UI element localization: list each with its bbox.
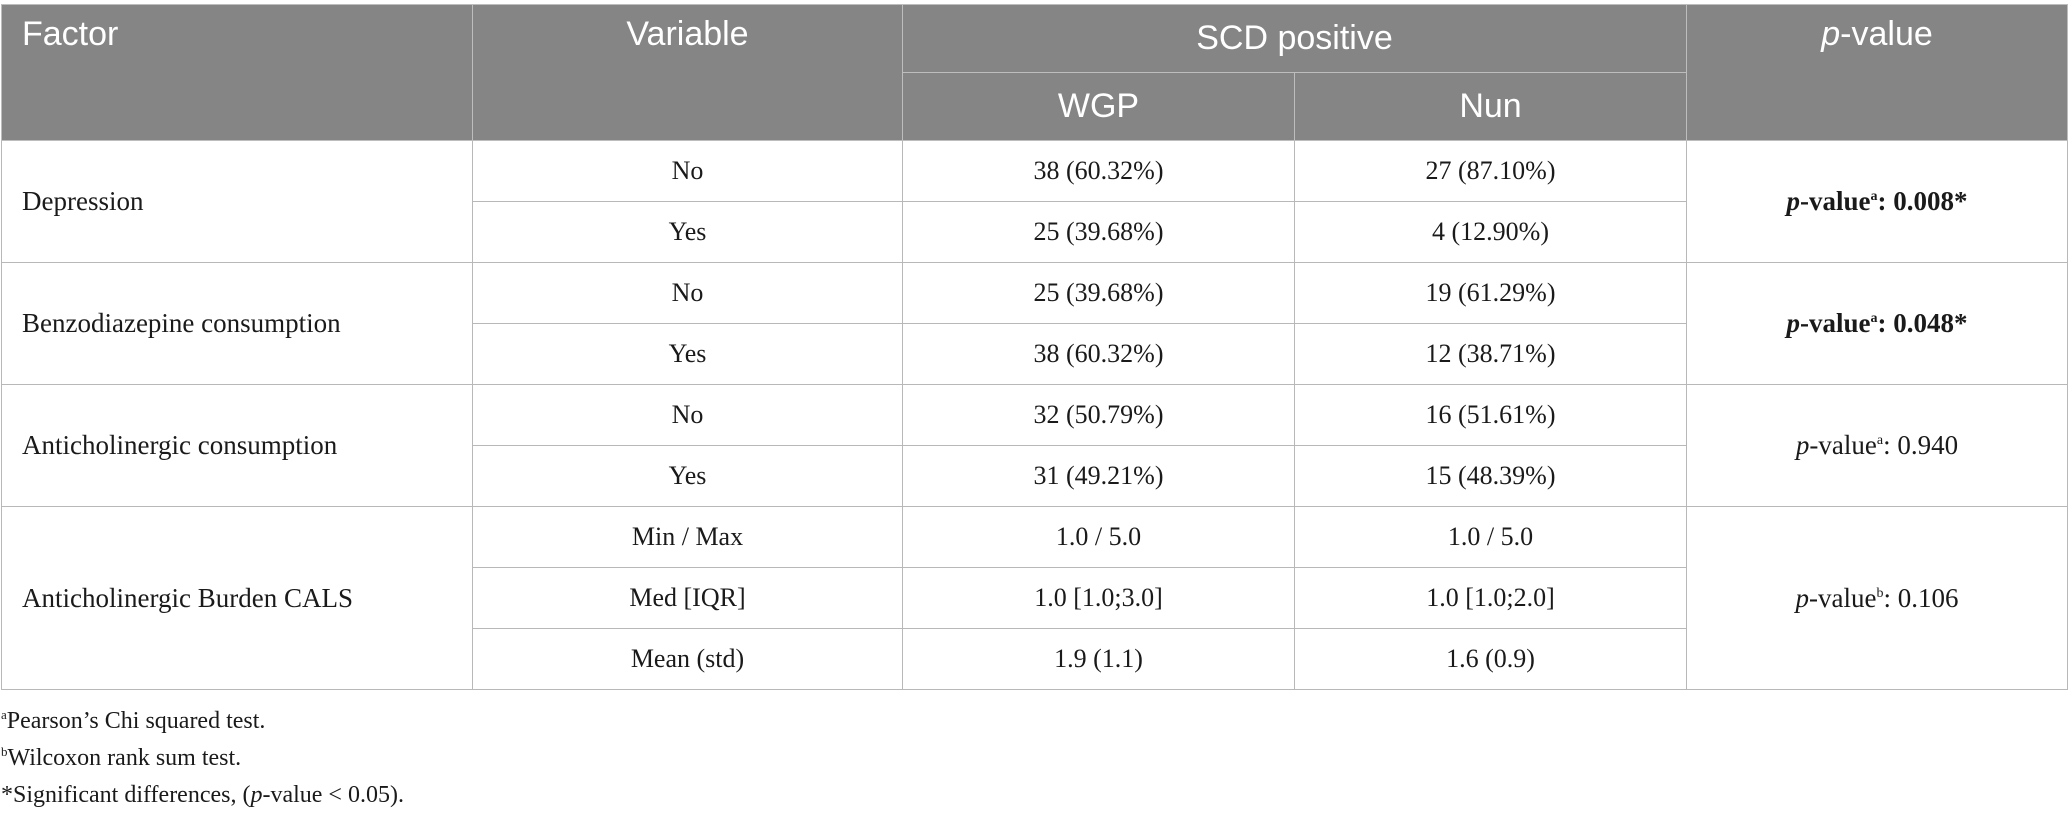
header-nun: Nun — [1293, 72, 1688, 141]
nun-cell: 12 (38.71%) — [1293, 323, 1688, 385]
variable-cell: Yes — [472, 201, 903, 263]
table-row: Anticholinergic Burden CALS Min / Max 1.… — [1, 506, 2068, 690]
wgp-cell: 31 (49.21%) — [902, 445, 1295, 507]
variable-cell: Yes — [472, 445, 903, 507]
table-row: Depression No 38 (60.32%) 27 (87.10%) p-… — [1, 140, 2068, 263]
p-value-cell: p-valuea: 0.008* — [1686, 140, 2068, 263]
nun-cell: 1.0 / 5.0 — [1293, 506, 1688, 568]
table-row: Benzodiazepine consumption No 25 (39.68%… — [1, 262, 2068, 385]
nun-cell: 15 (48.39%) — [1293, 445, 1688, 507]
table-row: Med [IQR] 1.0 [1.0;3.0] 1.0 [1.0;2.0] — [2, 567, 2068, 629]
factor-cell: Benzodiazepine consumption — [1, 262, 473, 385]
table-row: Mean (std) 1.9 (1.1) 1.6 (0.9) — [2, 628, 2068, 690]
variable-cell: Med [IQR] — [472, 567, 903, 629]
header-variable: Variable — [472, 4, 903, 141]
nun-cell: 1.6 (0.9) — [1293, 628, 1688, 690]
wgp-cell: 32 (50.79%) — [902, 384, 1295, 446]
p-value-cell: p-valuea: 0.940 — [1686, 384, 2068, 507]
wgp-cell: 1.0 [1.0;3.0] — [902, 567, 1295, 629]
footnote-a: aPearson’s Chi squared test. — [1, 707, 266, 734]
nun-cell: 27 (87.10%) — [1293, 140, 1688, 202]
p-value-cell: p-valuea: 0.048* — [1686, 262, 2068, 385]
table-footnotes: aPearson’s Chi squared test. bWilcoxon r… — [1, 703, 404, 814]
wgp-cell: 1.0 / 5.0 — [902, 506, 1295, 568]
header-p-value: p-value — [1686, 4, 2068, 141]
footnote-b: bWilcoxon rank sum test. — [1, 744, 242, 771]
table-row: Anticholinergic consumption No 32 (50.79… — [1, 384, 2068, 507]
nun-cell: 4 (12.90%) — [1293, 201, 1688, 263]
table-row: Yes 25 (39.68%) 4 (12.90%) — [2, 201, 2068, 263]
variable-cell: No — [472, 262, 903, 324]
results-table: Factor Variable SCD positive p-value WGP… — [1, 4, 2068, 690]
wgp-cell: 38 (60.32%) — [902, 140, 1295, 202]
factor-cell: Depression — [1, 140, 473, 263]
wgp-cell: 38 (60.32%) — [902, 323, 1295, 385]
nun-cell: 16 (51.61%) — [1293, 384, 1688, 446]
factor-cell: Anticholinergic Burden CALS — [1, 506, 473, 690]
variable-cell: Min / Max — [472, 506, 903, 568]
variable-cell: No — [472, 384, 903, 446]
wgp-cell: 25 (39.68%) — [902, 262, 1295, 324]
header-scd-positive: SCD positive — [901, 4, 1688, 73]
variable-cell: Mean (std) — [472, 628, 903, 690]
footnote-significance: *Significant differences, (p-value < 0.0… — [1, 782, 404, 808]
nun-cell: 1.0 [1.0;2.0] — [1293, 567, 1688, 629]
wgp-cell: 1.9 (1.1) — [902, 628, 1295, 690]
p-value-cell: p-valueb: 0.106 — [1686, 506, 2068, 690]
header-factor: Factor — [1, 4, 473, 141]
variable-cell: No — [472, 140, 903, 202]
header-wgp: WGP — [902, 72, 1295, 141]
wgp-cell: 25 (39.68%) — [902, 201, 1295, 263]
nun-cell: 19 (61.29%) — [1293, 262, 1688, 324]
factor-cell: Anticholinergic consumption — [1, 384, 473, 507]
variable-cell: Yes — [472, 323, 903, 385]
